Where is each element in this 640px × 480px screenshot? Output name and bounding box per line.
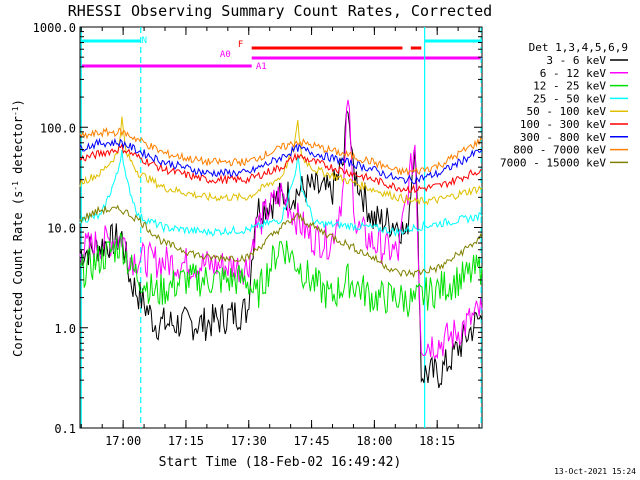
y-tick-label-1: 100.0 (40, 121, 76, 135)
x-tick-label-1: 17:15 (168, 434, 204, 448)
legend-label-2: 12 - 25 keV (533, 80, 606, 93)
y-axis-label: Corrected Count Rate (s-1 detector-1) (11, 99, 26, 357)
x-axis-label: Start Time (18-Feb-02 16:49:42) (159, 455, 402, 470)
series-line-8 (79, 204, 483, 279)
flag-label-1: F (238, 40, 243, 50)
legend-label-5: 100 - 300 keV (520, 118, 606, 131)
legend-label-3: 25 - 50 keV (533, 92, 606, 105)
legend-header: Det 1,3,4,5,6,9 (529, 41, 628, 54)
timestamp: 13-Oct-2021 15:24 (554, 467, 636, 476)
x-tick-label-2: 17:30 (231, 434, 267, 448)
flag-label-0: N (142, 36, 147, 46)
series-lines (79, 99, 483, 389)
y-axis-ticks: 1000.0 100.0 10.0 1.0 0.1 (33, 21, 482, 436)
y-tick-label-4: 0.1 (54, 422, 76, 436)
legend-label-7: 800 - 7000 keV (513, 144, 606, 157)
series-line-7 (79, 126, 483, 177)
y-tick-label-2: 10.0 (47, 222, 76, 236)
series-line-6 (79, 137, 483, 185)
y-axis-label-main: Corrected Count Rate (s (11, 191, 25, 357)
x-tick-label-3: 17:45 (294, 434, 330, 448)
series-line-2 (79, 232, 483, 318)
flag-label-3: A1 (256, 62, 267, 72)
series-line-4 (79, 116, 483, 206)
y-axis-label-end: ) (11, 99, 25, 106)
series-line-5 (79, 143, 483, 194)
x-tick-label-4: 18:00 (356, 434, 392, 448)
series-line-3 (79, 150, 483, 238)
y-tick-label-3: 1.0 (54, 322, 76, 336)
legend-label-0: 3 - 6 keV (546, 54, 606, 67)
x-tick-label-0: 17:00 (105, 434, 141, 448)
y-axis-label-sup2: -1 (11, 106, 20, 116)
series-line-1 (79, 99, 483, 360)
y-tick-label-0: 1000.0 (33, 21, 76, 35)
chart-title: RHESSI Observing Summary Count Rates, Co… (68, 2, 492, 20)
legend-label-8: 7000 - 15000 keV (500, 156, 606, 169)
x-axis-ticks: 17:00 17:15 17:30 17:45 18:00 18:15 (80, 27, 480, 448)
legend-label-1: 6 - 12 keV (540, 67, 607, 80)
legend-label-6: 300 - 800 keV (520, 131, 606, 144)
legend-label-4: 50 - 100 keV (527, 105, 607, 118)
x-tick-label-5: 18:15 (419, 434, 455, 448)
y-axis-label-sup1: -1 (11, 181, 20, 191)
flag-label-2: A0 (220, 50, 231, 60)
flag-bars: N F A0 A1 (81, 36, 482, 72)
y-axis-label-mid: detector (11, 116, 25, 181)
